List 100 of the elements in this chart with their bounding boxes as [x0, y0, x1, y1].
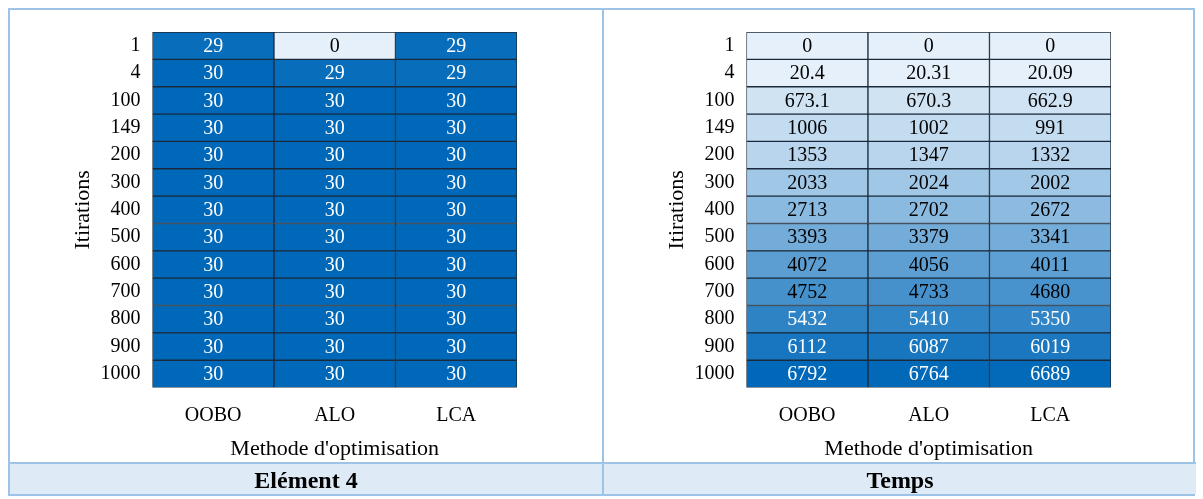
y-tick-label: 1 — [724, 32, 735, 55]
data-label: 1347 — [908, 143, 949, 166]
y-tick-label: 4 — [724, 60, 735, 83]
y-tick-label: 900 — [110, 333, 141, 356]
data-label: 30 — [446, 334, 467, 357]
data-label: 30 — [324, 252, 345, 275]
data-label: 30 — [203, 362, 224, 385]
data-label: 6792 — [787, 362, 828, 385]
data-label: 30 — [446, 225, 467, 248]
data-label: 30 — [446, 252, 467, 275]
data-label: 670.3 — [906, 88, 952, 111]
data-label: 30 — [324, 307, 345, 330]
data-label: 2702 — [908, 198, 949, 221]
data-label: 0 — [1045, 33, 1056, 56]
data-label: 29 — [324, 61, 345, 84]
data-label: 30 — [446, 362, 467, 385]
data-label: 991 — [1035, 115, 1066, 138]
data-label: 30 — [446, 88, 467, 111]
data-label: 30 — [203, 334, 224, 357]
data-label: 30 — [324, 225, 345, 248]
text: Temps — [604, 462, 1196, 494]
data-label: 673.1 — [784, 88, 830, 111]
data-label: 6087 — [908, 334, 949, 357]
y-tick-label: 900 — [704, 333, 735, 356]
data-label: 4072 — [787, 252, 828, 275]
x-tick-label: ALO — [314, 402, 356, 425]
data-label: 1332 — [1030, 143, 1071, 166]
data-label: 6112 — [787, 334, 827, 357]
data-label: 30 — [446, 143, 467, 166]
data-label: 6689 — [1030, 362, 1071, 385]
text: Elément 4 — [10, 462, 602, 494]
data-label: 6764 — [908, 362, 949, 385]
data-label: 4733 — [908, 280, 949, 303]
y-tick-label: 100 — [110, 87, 141, 110]
data-label: 30 — [203, 115, 224, 138]
data-label: 30 — [324, 170, 345, 193]
x-tick-label: LCA — [436, 402, 477, 425]
data-label: 30 — [446, 280, 467, 303]
data-label: 30 — [203, 170, 224, 193]
data-label: 5350 — [1030, 307, 1071, 330]
y-tick-label: 1000 — [694, 361, 735, 384]
y-tick-label: 200 — [110, 142, 141, 165]
data-label: 30 — [203, 280, 224, 303]
data-label: 4056 — [908, 252, 949, 275]
data-label: 30 — [203, 198, 224, 221]
y-tick-label: 500 — [110, 224, 141, 247]
data-label: 30 — [324, 198, 345, 221]
data-label: 30 — [324, 143, 345, 166]
data-label: 30 — [446, 115, 467, 138]
data-label: 30 — [203, 307, 224, 330]
y-tick-label: 800 — [110, 306, 141, 329]
data-label: 1006 — [787, 115, 828, 138]
y-tick-label: 400 — [110, 197, 141, 220]
data-label: 30 — [324, 334, 345, 357]
y-tick-label: 300 — [110, 169, 141, 192]
y-tick-label: 100 — [704, 87, 735, 110]
data-label: 30 — [203, 252, 224, 275]
data-label: 20.31 — [906, 61, 952, 84]
y-tick-label: 300 — [704, 169, 735, 192]
data-label: 20.4 — [789, 61, 825, 84]
data-label: 4011 — [1030, 252, 1070, 275]
y-tick-label: 700 — [704, 279, 735, 302]
y-tick-label: 600 — [110, 251, 141, 274]
data-label: 29 — [446, 33, 467, 56]
x-tick-label: LCA — [1030, 402, 1071, 425]
y-tick-label: 700 — [110, 279, 141, 302]
data-label: 30 — [324, 88, 345, 111]
y-tick-label: 149 — [704, 114, 735, 137]
y-tick-label: 800 — [704, 306, 735, 329]
y-tick-label: 200 — [704, 142, 735, 165]
x-axis-title: Methode d'optimisation — [230, 434, 440, 460]
data-label: 30 — [324, 280, 345, 303]
data-label: 1353 — [787, 143, 828, 166]
y-tick-label: 149 — [110, 114, 141, 137]
y-axis-title: Itirations — [68, 170, 94, 250]
y-tick-label: 4 — [130, 60, 141, 83]
data-label: 30 — [324, 362, 345, 385]
data-label: 0 — [329, 33, 340, 56]
data-label: 0 — [802, 33, 813, 56]
data-label: 6019 — [1030, 334, 1071, 357]
data-label: 3379 — [908, 225, 949, 248]
data-label: 30 — [446, 170, 467, 193]
x-tick-label: OOBO — [184, 402, 242, 425]
data-label: 30 — [203, 225, 224, 248]
data-label: 5432 — [787, 307, 828, 330]
data-label: 20.09 — [1027, 61, 1073, 84]
data-label: 29 — [203, 33, 224, 56]
y-tick-label: 1000 — [100, 361, 141, 384]
data-label: 2672 — [1030, 198, 1071, 221]
data-label: 3393 — [787, 225, 828, 248]
data-label: 662.9 — [1027, 88, 1073, 111]
data-label: 30 — [324, 115, 345, 138]
data-label: 4752 — [787, 280, 828, 303]
data-label: 30 — [446, 307, 467, 330]
data-label: 2002 — [1030, 170, 1071, 193]
data-label: 30 — [203, 88, 224, 111]
data-label: 0 — [923, 33, 934, 56]
data-label: 29 — [446, 61, 467, 84]
x-tick-label: ALO — [908, 402, 950, 425]
x-tick-label: OOBO — [778, 402, 836, 425]
